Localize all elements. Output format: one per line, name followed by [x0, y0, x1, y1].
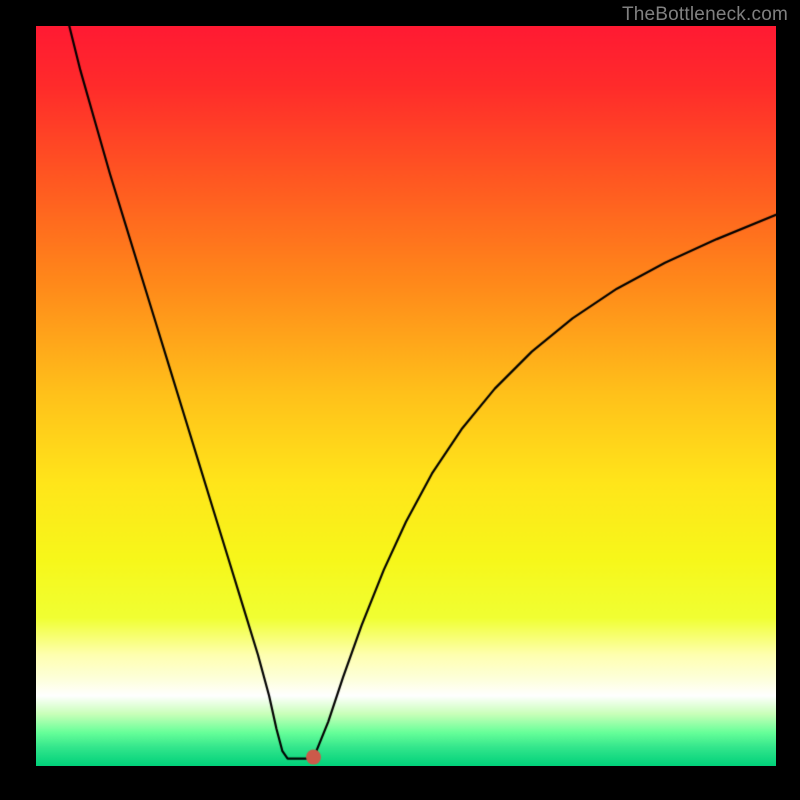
- bottleneck-curve: [36, 26, 776, 766]
- watermark-text: TheBottleneck.com: [622, 4, 788, 26]
- plot-area: [36, 26, 776, 766]
- chart-container: TheBottleneck.com: [0, 0, 800, 800]
